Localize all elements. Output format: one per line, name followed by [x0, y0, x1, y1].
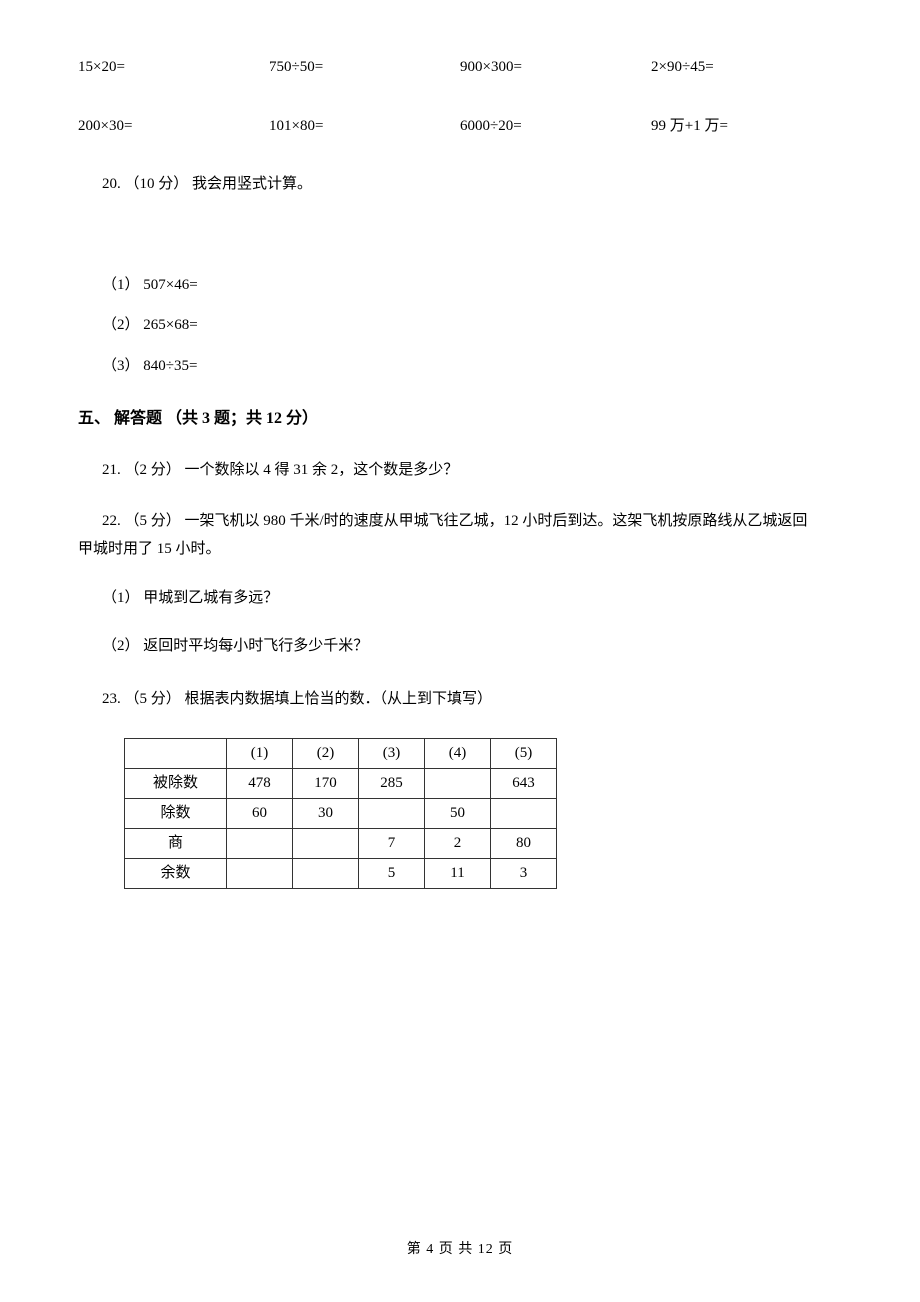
table-row: 除数 60 30 50 [125, 799, 557, 829]
q21-text: 21. （2 分） 一个数除以 4 得 31 余 2，这个数是多少？ [78, 459, 842, 482]
mental-calc-grid: 15×20= 750÷50= 900×300= 2×90÷45= 200×30=… [78, 56, 842, 137]
table-cell [359, 799, 425, 829]
table-cell: 5 [359, 859, 425, 889]
q20-item-2: （2） 265×68= [78, 314, 842, 337]
row-label: 除数 [125, 799, 227, 829]
table-cell: 30 [293, 799, 359, 829]
q20-item-1: （1） 507×46= [78, 274, 842, 297]
table-header-row: (1) (2) (3) (4) (5) [125, 739, 557, 769]
table-cell: 80 [491, 829, 557, 859]
calc-cell: 99 万+1 万= [651, 115, 842, 138]
row-label: 余数 [125, 859, 227, 889]
table-cell [491, 799, 557, 829]
row-label: 商 [125, 829, 227, 859]
q23-table-wrap: (1) (2) (3) (4) (5) 被除数 478 170 285 643 … [78, 738, 842, 889]
table-cell: 285 [359, 769, 425, 799]
page-footer: 第 4 页 共 12 页 [0, 1239, 920, 1260]
table-header-cell: (2) [293, 739, 359, 769]
table-cell: 643 [491, 769, 557, 799]
table-cell: 7 [359, 829, 425, 859]
q22-sub-1: （1） 甲城到乙城有多远？ [78, 587, 842, 610]
exam-page: 15×20= 750÷50= 900×300= 2×90÷45= 200×30=… [0, 0, 920, 1302]
table-cell [425, 769, 491, 799]
q23-intro: 23. （5 分） 根据表内数据填上恰当的数．（从上到下填写） [78, 688, 842, 711]
q23-table: (1) (2) (3) (4) (5) 被除数 478 170 285 643 … [124, 738, 557, 889]
table-cell: 3 [491, 859, 557, 889]
table-header-cell: (5) [491, 739, 557, 769]
table-cell: 478 [227, 769, 293, 799]
calc-cell: 15×20= [78, 56, 269, 79]
calc-cell: 900×300= [460, 56, 651, 79]
q22-intro-line2: 甲城时用了 15 小时。 [78, 538, 842, 561]
calc-cell: 750÷50= [269, 56, 460, 79]
table-cell: 50 [425, 799, 491, 829]
q22-intro-line1: 22. （5 分） 一架飞机以 980 千米/时的速度从甲城飞往乙城，12 小时… [78, 510, 842, 533]
q20-item-3: （3） 840÷35= [78, 355, 842, 378]
table-cell [227, 829, 293, 859]
table-header-cell: (4) [425, 739, 491, 769]
table-header-cell: (3) [359, 739, 425, 769]
table-cell [293, 859, 359, 889]
table-cell: 2 [425, 829, 491, 859]
section-5-heading: 五、 解答题 （共 3 题；共 12 分） [78, 407, 842, 431]
q22-sub-2: （2） 返回时平均每小时飞行多少千米？ [78, 635, 842, 658]
table-header-cell [125, 739, 227, 769]
table-cell: 170 [293, 769, 359, 799]
calc-cell: 200×30= [78, 115, 269, 138]
table-header-cell: (1) [227, 739, 293, 769]
table-row: 商 7 2 80 [125, 829, 557, 859]
table-cell: 11 [425, 859, 491, 889]
calc-cell: 6000÷20= [460, 115, 651, 138]
table-cell [293, 829, 359, 859]
table-cell: 60 [227, 799, 293, 829]
calc-cell: 2×90÷45= [651, 56, 842, 79]
row-label: 被除数 [125, 769, 227, 799]
table-cell [227, 859, 293, 889]
table-row: 被除数 478 170 285 643 [125, 769, 557, 799]
q20-header: 20. （10 分） 我会用竖式计算。 [78, 173, 842, 196]
calc-cell: 101×80= [269, 115, 460, 138]
table-row: 余数 5 11 3 [125, 859, 557, 889]
